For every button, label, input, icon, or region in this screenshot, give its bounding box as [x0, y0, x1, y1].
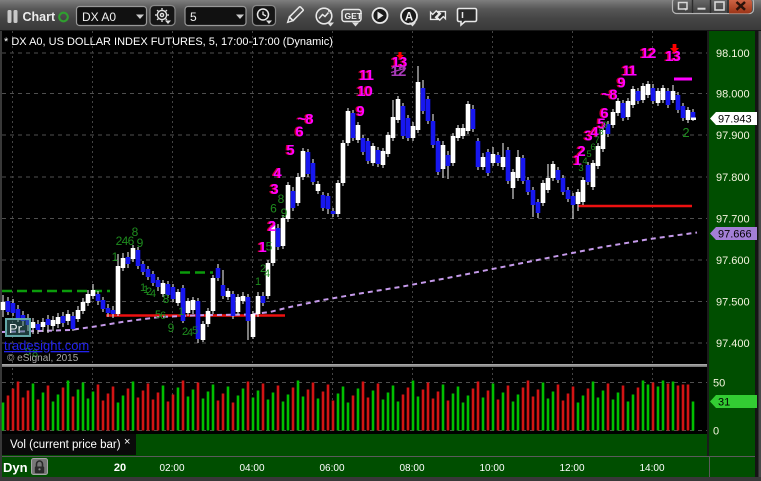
svg-text:97.666: 97.666	[718, 229, 752, 241]
svg-text:1: 1	[573, 152, 581, 169]
svg-text:Pr: Pr	[9, 321, 23, 336]
svg-text:4: 4	[122, 234, 129, 248]
svg-text:8: 8	[32, 348, 38, 360]
svg-text:4: 4	[187, 327, 193, 339]
svg-text:6: 6	[160, 310, 166, 322]
svg-text:Vol (current price bar): Vol (current price bar)	[10, 439, 121, 451]
svg-text:5: 5	[586, 149, 591, 160]
svg-text:97.900: 97.900	[716, 130, 750, 142]
svg-text:98.100: 98.100	[716, 48, 750, 60]
svg-text:2: 2	[260, 263, 266, 275]
svg-text:4: 4	[273, 165, 282, 182]
svg-text:A: A	[405, 12, 413, 24]
svg-text:2: 2	[682, 125, 689, 140]
svg-text:13: 13	[665, 48, 680, 65]
svg-text:2: 2	[577, 143, 585, 160]
svg-text:3: 3	[578, 163, 583, 174]
svg-text:6: 6	[600, 105, 608, 122]
svg-text:6: 6	[128, 234, 135, 248]
svg-text:12: 12	[391, 63, 406, 80]
svg-text:14:00: 14:00	[639, 463, 664, 474]
svg-text:1: 1	[140, 282, 146, 294]
svg-text:1: 1	[178, 306, 184, 318]
svg-text:20: 20	[114, 462, 126, 474]
svg-text:8: 8	[278, 192, 285, 206]
svg-text:1: 1	[255, 276, 261, 288]
svg-text:4: 4	[150, 288, 156, 300]
svg-text:04:00: 04:00	[239, 463, 264, 474]
svg-text:5: 5	[266, 240, 273, 254]
svg-text:5: 5	[286, 142, 294, 159]
svg-text:2: 2	[146, 286, 152, 298]
svg-text:9: 9	[602, 120, 607, 131]
svg-text:4: 4	[582, 156, 587, 167]
svg-text:0: 0	[713, 426, 719, 438]
svg-text:31: 31	[718, 397, 730, 409]
svg-text:1: 1	[258, 239, 266, 256]
svg-text:2: 2	[182, 326, 188, 338]
svg-text:1: 1	[143, 284, 149, 296]
svg-text:6: 6	[295, 124, 303, 141]
svg-text:9: 9	[617, 75, 625, 92]
svg-text:98.000: 98.000	[716, 89, 750, 101]
svg-text:97.600: 97.600	[716, 255, 750, 267]
svg-text:02:00: 02:00	[159, 463, 184, 474]
svg-text:© eSignal, 2015: © eSignal, 2015	[7, 353, 79, 364]
svg-text:97.943: 97.943	[718, 114, 752, 126]
svg-text:6: 6	[590, 142, 595, 153]
svg-text:50: 50	[713, 378, 725, 390]
svg-text:Dyn: Dyn	[3, 460, 28, 475]
svg-text:10:00: 10:00	[479, 463, 504, 474]
svg-text:06:00: 06:00	[319, 463, 344, 474]
svg-text:5: 5	[190, 10, 197, 24]
svg-text:12: 12	[641, 45, 656, 62]
svg-text:4: 4	[264, 268, 270, 280]
svg-text:12:00: 12:00	[559, 463, 584, 474]
svg-text:8: 8	[598, 127, 603, 138]
svg-text:2: 2	[116, 234, 123, 248]
svg-text:9: 9	[137, 236, 144, 250]
svg-text:9: 9	[168, 321, 175, 335]
svg-text:5: 5	[597, 116, 605, 133]
svg-text:97.800: 97.800	[716, 172, 750, 184]
svg-text:5: 5	[155, 309, 161, 321]
svg-text:GET: GET	[345, 11, 363, 21]
svg-text:8: 8	[163, 292, 170, 306]
svg-text:8: 8	[132, 225, 139, 239]
svg-text:97.700: 97.700	[716, 214, 750, 226]
svg-text:Chart: Chart	[23, 10, 56, 24]
svg-text:3: 3	[270, 181, 278, 198]
svg-text:3: 3	[584, 128, 592, 145]
svg-text:9: 9	[356, 103, 364, 120]
svg-text:~8: ~8	[601, 87, 617, 104]
svg-text:4: 4	[590, 124, 599, 141]
svg-text:×: ×	[124, 436, 130, 448]
svg-text:97.500: 97.500	[716, 297, 750, 309]
svg-text:7: 7	[594, 135, 599, 146]
svg-text:DX A0: DX A0	[82, 10, 116, 24]
svg-text:* DX A0, US DOLLAR INDEX FUTUR: * DX A0, US DOLLAR INDEX FUTURES, 5, 17:…	[4, 36, 333, 48]
svg-text:9: 9	[25, 346, 31, 358]
svg-text:2: 2	[268, 218, 276, 235]
svg-text:13: 13	[392, 54, 407, 71]
svg-text:10: 10	[357, 83, 372, 100]
svg-text:6: 6	[270, 202, 277, 216]
svg-text:97.400: 97.400	[716, 338, 750, 350]
svg-text:9: 9	[281, 206, 288, 220]
svg-text:~8: ~8	[297, 111, 313, 128]
svg-text:5: 5	[192, 325, 198, 337]
svg-text:08:00: 08:00	[399, 463, 424, 474]
svg-text:tradesight.com: tradesight.com	[4, 338, 89, 353]
svg-text:11: 11	[622, 63, 637, 80]
svg-text:1: 1	[112, 250, 119, 264]
svg-text:11: 11	[359, 67, 374, 84]
